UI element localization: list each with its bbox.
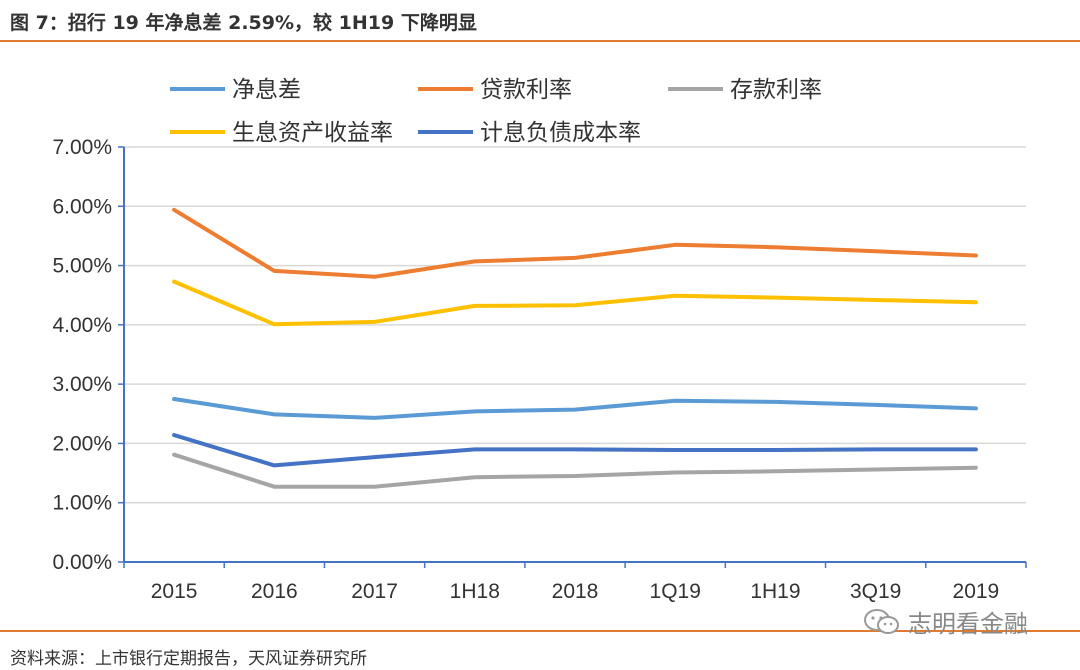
y-tick-label: 7.00% <box>52 136 112 159</box>
x-tick-label: 2018 <box>552 580 599 603</box>
series-line <box>172 397 978 420</box>
y-tick-label: 6.00% <box>52 195 112 218</box>
figure-title: 图 7：招行 19 年净息差 2.59%，较 1H19 下降明显 <box>10 12 477 34</box>
source-note: 资料来源：上市银行定期报告，天风证券研究所 <box>10 649 367 669</box>
legend-label: 净息差 <box>232 77 301 103</box>
legend-label: 生息资产收益率 <box>232 120 393 146</box>
series-line <box>172 452 978 489</box>
legend-label: 存款利率 <box>730 77 822 103</box>
x-tick-label: 1H19 <box>750 580 800 603</box>
axes: 0.00% 1.00% 2.00% 3.00% 4.00% 5.00% 6.00% 7.00%… <box>52 136 1027 603</box>
y-tick-label: 1.00% <box>52 492 112 515</box>
y-tick-label: 3.00% <box>52 373 112 396</box>
legend-label: 计息负债成本率 <box>480 120 641 146</box>
x-tick-label: 2019 <box>953 580 1000 603</box>
x-tick-label: 1H18 <box>450 580 500 603</box>
series-line <box>172 279 978 327</box>
series-lines <box>172 207 978 489</box>
x-tick-label: 2016 <box>251 580 298 603</box>
x-tick-label: 1Q19 <box>650 580 701 603</box>
x-tick-label: 3Q19 <box>850 580 901 603</box>
watermark-text: 志明看金融 <box>908 610 1028 638</box>
line-chart: 0.00% 1.00% 2.00% 3.00% 4.00% 5.00% 6.00% 7.00%… <box>52 77 1027 603</box>
x-tick-label: 2015 <box>151 580 198 603</box>
bottom-divider <box>0 630 1080 632</box>
y-tick-label: 0.00% <box>52 551 112 574</box>
series-line <box>172 433 978 468</box>
y-tick-label: 2.00% <box>52 432 112 455</box>
x-tick-label: 2017 <box>351 580 398 603</box>
series-line <box>172 207 978 279</box>
y-tick-label: 5.00% <box>52 255 112 278</box>
legend-label: 贷款利率 <box>480 77 572 103</box>
top-divider <box>0 40 1080 42</box>
watermark: 志明看金融 <box>862 604 1028 639</box>
y-tick-label: 4.00% <box>52 314 112 337</box>
wechat-icon <box>864 608 899 634</box>
